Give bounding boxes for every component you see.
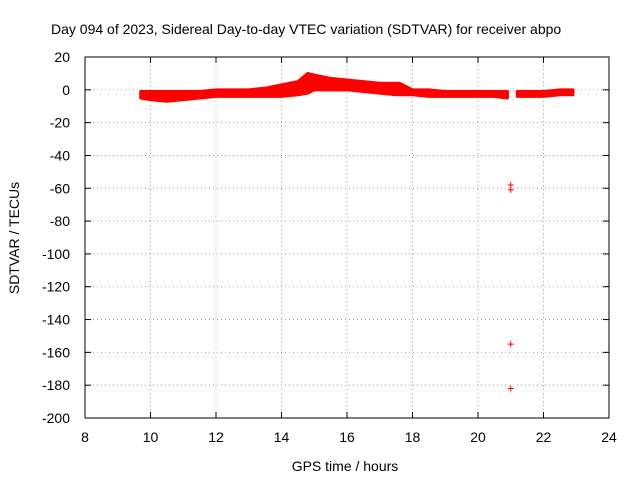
x-tick-label: 12 bbox=[208, 429, 224, 445]
y-axis-label: SDTVAR / TECUs bbox=[6, 182, 22, 294]
y-tick-label: -180 bbox=[42, 377, 70, 393]
x-tick-label: 14 bbox=[274, 429, 290, 445]
x-tick-label: 24 bbox=[601, 429, 617, 445]
y-tick-label: -160 bbox=[42, 344, 70, 360]
y-tick-label: 0 bbox=[62, 82, 70, 98]
x-tick-label: 20 bbox=[470, 429, 486, 445]
x-axis-label: GPS time / hours bbox=[292, 458, 399, 474]
x-tick-label: 10 bbox=[143, 429, 159, 445]
data-band-late bbox=[515, 88, 575, 98]
data-point bbox=[507, 341, 514, 348]
x-tick-label: 8 bbox=[81, 429, 89, 445]
y-tick-label: -40 bbox=[50, 147, 70, 163]
data-band-main bbox=[139, 71, 509, 103]
plot-frame bbox=[84, 56, 610, 419]
axes-layer: 20 0 -20 -40 -60 -80 -100 -120 -140 -160 -180 -200 8… bbox=[42, 49, 617, 445]
x-tick-label: 22 bbox=[536, 429, 552, 445]
data-layer bbox=[139, 71, 575, 392]
y-tick-label: -120 bbox=[42, 279, 70, 295]
x-tick-label: 18 bbox=[405, 429, 421, 445]
y-tick-label: 20 bbox=[54, 49, 70, 65]
data-point bbox=[507, 186, 514, 193]
grid-layer bbox=[84, 56, 610, 419]
x-tick-label: 16 bbox=[339, 429, 355, 445]
data-point bbox=[507, 385, 514, 392]
chart-title: Day 094 of 2023, Sidereal Day-to-day VTE… bbox=[51, 21, 561, 37]
y-tick-label: -80 bbox=[50, 213, 70, 229]
y-tick-label: -60 bbox=[50, 180, 70, 196]
y-tick-label: -20 bbox=[50, 115, 70, 131]
y-tick-label: -140 bbox=[42, 312, 70, 328]
y-tick-label: -100 bbox=[42, 246, 70, 262]
y-tick-label: -200 bbox=[42, 410, 70, 426]
